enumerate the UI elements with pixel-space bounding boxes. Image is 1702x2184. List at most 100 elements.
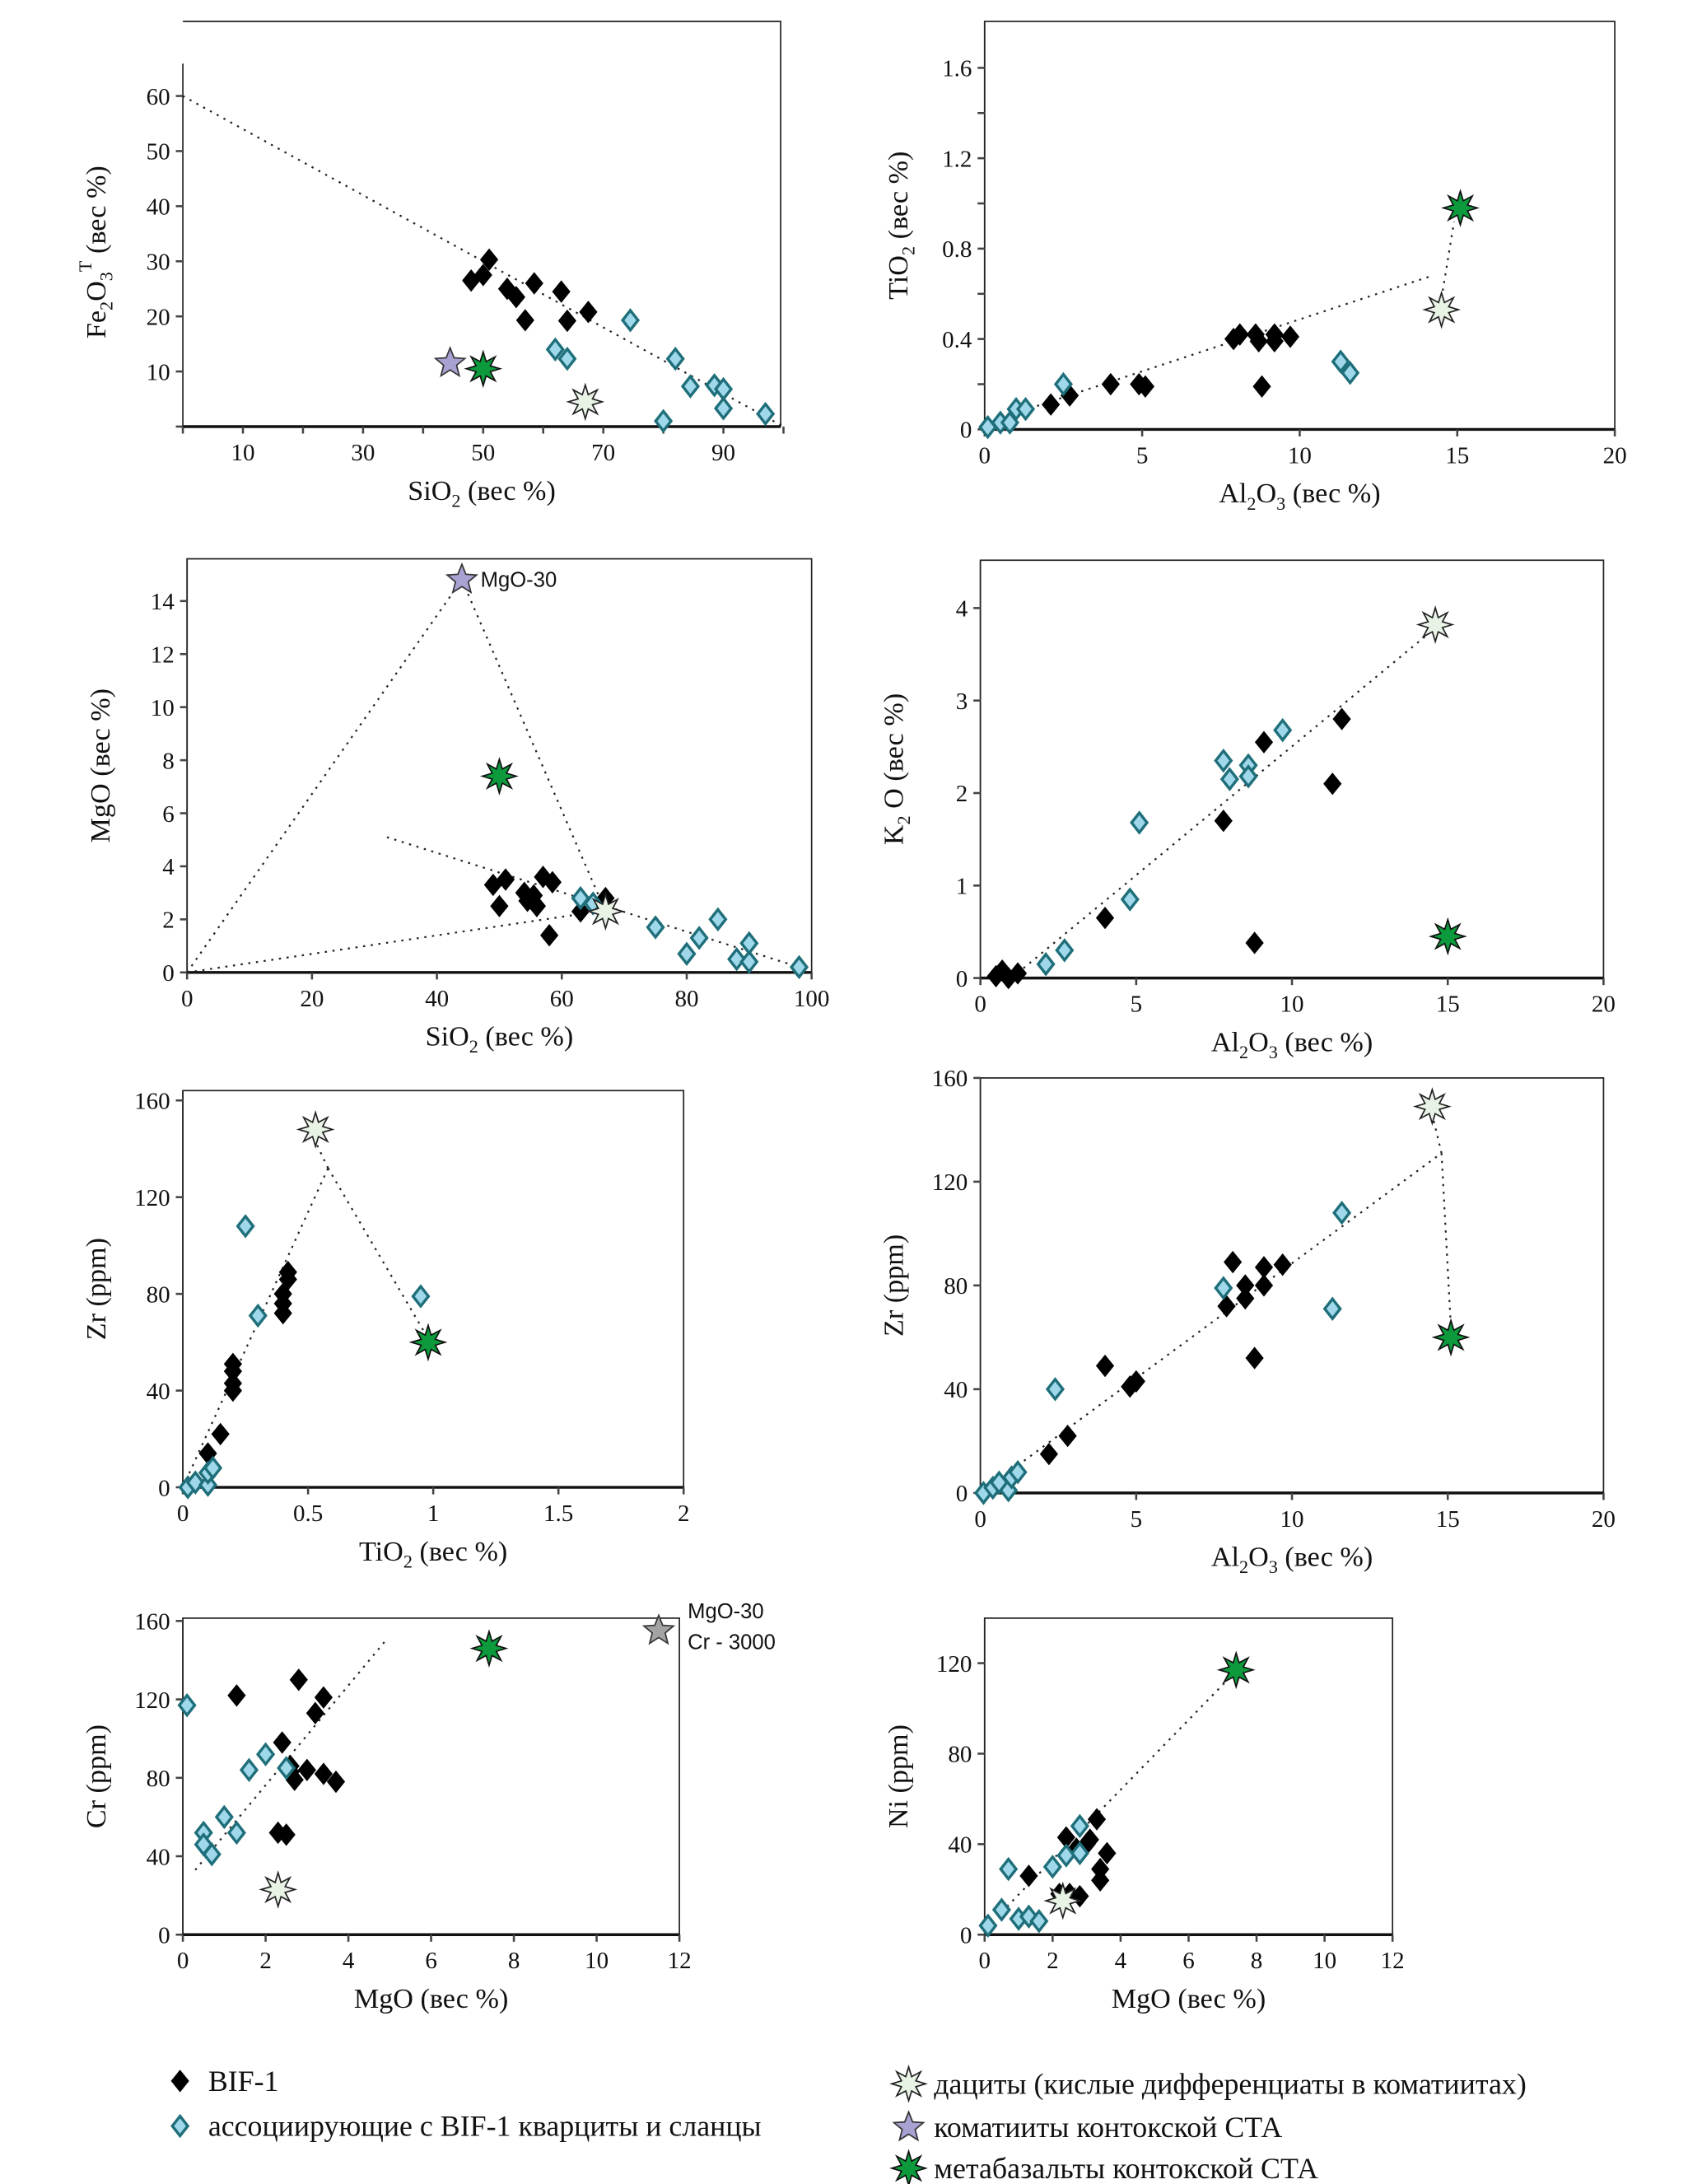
label-segment: SiO xyxy=(408,476,451,506)
y-tick-label: 4 xyxy=(956,596,968,623)
plot-frame xyxy=(182,1617,680,1936)
metabasalt-point xyxy=(408,1323,448,1362)
y-tick-label: 8 xyxy=(162,748,175,774)
y-tick-label: 0.8 xyxy=(942,236,972,263)
bif-point xyxy=(543,870,562,894)
y-tick-label: 160 xyxy=(134,1609,170,1636)
chart-panel-6: 0 5 10 15 20 0 40 80 120 160 Al2​O3​ (вес %) Zr (pp… xyxy=(879,1066,1616,1577)
metabasalt-point xyxy=(469,1629,509,1668)
x-tick-label: 0 xyxy=(974,1506,986,1533)
legend-label-komatiite: коматииты контокской СТА xyxy=(934,2111,1282,2144)
quartzite-point xyxy=(202,1841,221,1867)
bif-point xyxy=(1254,1256,1274,1279)
quartzite-point xyxy=(239,1757,259,1782)
quartzite-point xyxy=(185,1470,205,1495)
bif-point xyxy=(1008,962,1028,985)
x-tick-label: 12 xyxy=(1381,1948,1405,1974)
x-tick-label: 0 xyxy=(979,442,991,469)
quartzite-point xyxy=(713,396,734,421)
y-tick-label: 0.4 xyxy=(942,327,972,353)
dacite-point xyxy=(566,382,605,422)
plot-frame xyxy=(983,1617,1394,1936)
label-segment: Al xyxy=(1211,1027,1239,1057)
quartzite-point xyxy=(1042,1855,1062,1879)
y-tick-label: 160 xyxy=(932,1066,968,1092)
x-tick-label: 1.5 xyxy=(543,1500,573,1527)
bif-point xyxy=(496,868,515,891)
quartzite-point xyxy=(1015,396,1036,422)
x-axis-title: Al2​O3​ (вес %) xyxy=(1219,478,1380,514)
x-tick-label: 1 xyxy=(427,1500,440,1527)
bif-point xyxy=(1245,1346,1264,1370)
label-segment: 2 xyxy=(1239,1042,1248,1062)
quartzite-point xyxy=(235,1214,255,1239)
quartzite-point xyxy=(978,1913,998,1938)
trend-line xyxy=(1000,1673,1233,1913)
bif-point xyxy=(1095,906,1115,930)
komatiite-point xyxy=(433,345,467,378)
bif-point xyxy=(571,900,590,923)
label-segment: Ni (ppm) xyxy=(884,1724,914,1828)
bif-point xyxy=(289,1668,308,1692)
quartzite-point xyxy=(1130,810,1149,835)
quartzite-point xyxy=(1045,1377,1065,1402)
quartzite-point xyxy=(665,346,685,371)
label-segment: (вес %) xyxy=(82,166,112,260)
bif-point xyxy=(1230,323,1249,346)
x-tick-label: 2 xyxy=(678,1500,690,1527)
y-tick-label: 1.2 xyxy=(942,146,972,172)
x-tick-label: 60 xyxy=(550,986,574,1012)
x-tick-label: 0 xyxy=(181,986,194,1012)
y-tick-label: 40 xyxy=(944,1377,968,1403)
label-segment: MgO (вес %) xyxy=(354,1984,508,2014)
x-tick-label: 5 xyxy=(1136,442,1149,469)
quartzite-point xyxy=(646,915,665,940)
x-tick-label: 10 xyxy=(231,440,255,466)
label-segment: Zr (ppm) xyxy=(82,1238,112,1340)
chart-panel-5: 0 0.5 1 1.5 2 0 40 80 120 160 TiO2​ (вес %) Zr (ppm… xyxy=(82,1088,689,1571)
quartzite-point xyxy=(1341,361,1360,385)
label-segment: (вес %) xyxy=(1285,478,1380,509)
dacite-point xyxy=(1412,1087,1452,1127)
plot-frame xyxy=(979,559,1605,979)
bif-point xyxy=(227,1684,246,1707)
y-tick-label: 120 xyxy=(932,1169,968,1196)
x-tick-label: 15 xyxy=(1445,442,1469,469)
label-segment: Al xyxy=(1211,1542,1239,1573)
quartzite-point xyxy=(708,907,728,932)
label-segment: SiO xyxy=(426,1022,469,1052)
y-tick-label: 3 xyxy=(956,688,968,715)
y-tick-label: 10 xyxy=(147,359,170,385)
y-axis-title: Fe2​O3​T​ (вес %) xyxy=(75,166,117,338)
bif-point xyxy=(1039,1442,1059,1466)
bif-point xyxy=(1019,1864,1038,1888)
bif-point xyxy=(1095,1354,1115,1378)
x-axis-title: Al2​O3​ (вес %) xyxy=(1211,1027,1373,1062)
metabasalt-point xyxy=(1431,1318,1471,1357)
x-tick-label: 0 xyxy=(974,992,986,1018)
quartzite-point xyxy=(1331,349,1350,374)
quartzite-point xyxy=(739,931,759,956)
dacite-point xyxy=(1043,1881,1083,1920)
label-segment: 2 xyxy=(96,301,117,310)
x-tick-label: 40 xyxy=(425,986,449,1012)
metabasalt-point xyxy=(464,349,503,389)
dacite-point xyxy=(889,2064,928,2103)
chart-panel-1: 10 30 50 70 90 10 20 30 40 50 60 SiO2​ (вес %) Fe2​O… xyxy=(75,21,785,511)
trend-line xyxy=(1440,221,1456,299)
legend-label-bif: BIF-1 xyxy=(208,2065,279,2098)
trend-line xyxy=(187,912,581,973)
x-tick-label: 10 xyxy=(1288,442,1312,469)
y-tick-label: 40 xyxy=(147,194,170,221)
quartzite-point xyxy=(248,1303,268,1328)
label-segment: O xyxy=(1248,1542,1269,1573)
x-axis-title: Al2​O3​ (вес %) xyxy=(1211,1542,1373,1578)
bif-point xyxy=(490,894,509,917)
bif-point xyxy=(540,924,559,947)
x-tick-label: 12 xyxy=(668,1948,692,1974)
bif-point xyxy=(1058,1424,1077,1448)
y-tick-label: 30 xyxy=(147,250,170,276)
label-segment: 2 xyxy=(893,815,914,824)
